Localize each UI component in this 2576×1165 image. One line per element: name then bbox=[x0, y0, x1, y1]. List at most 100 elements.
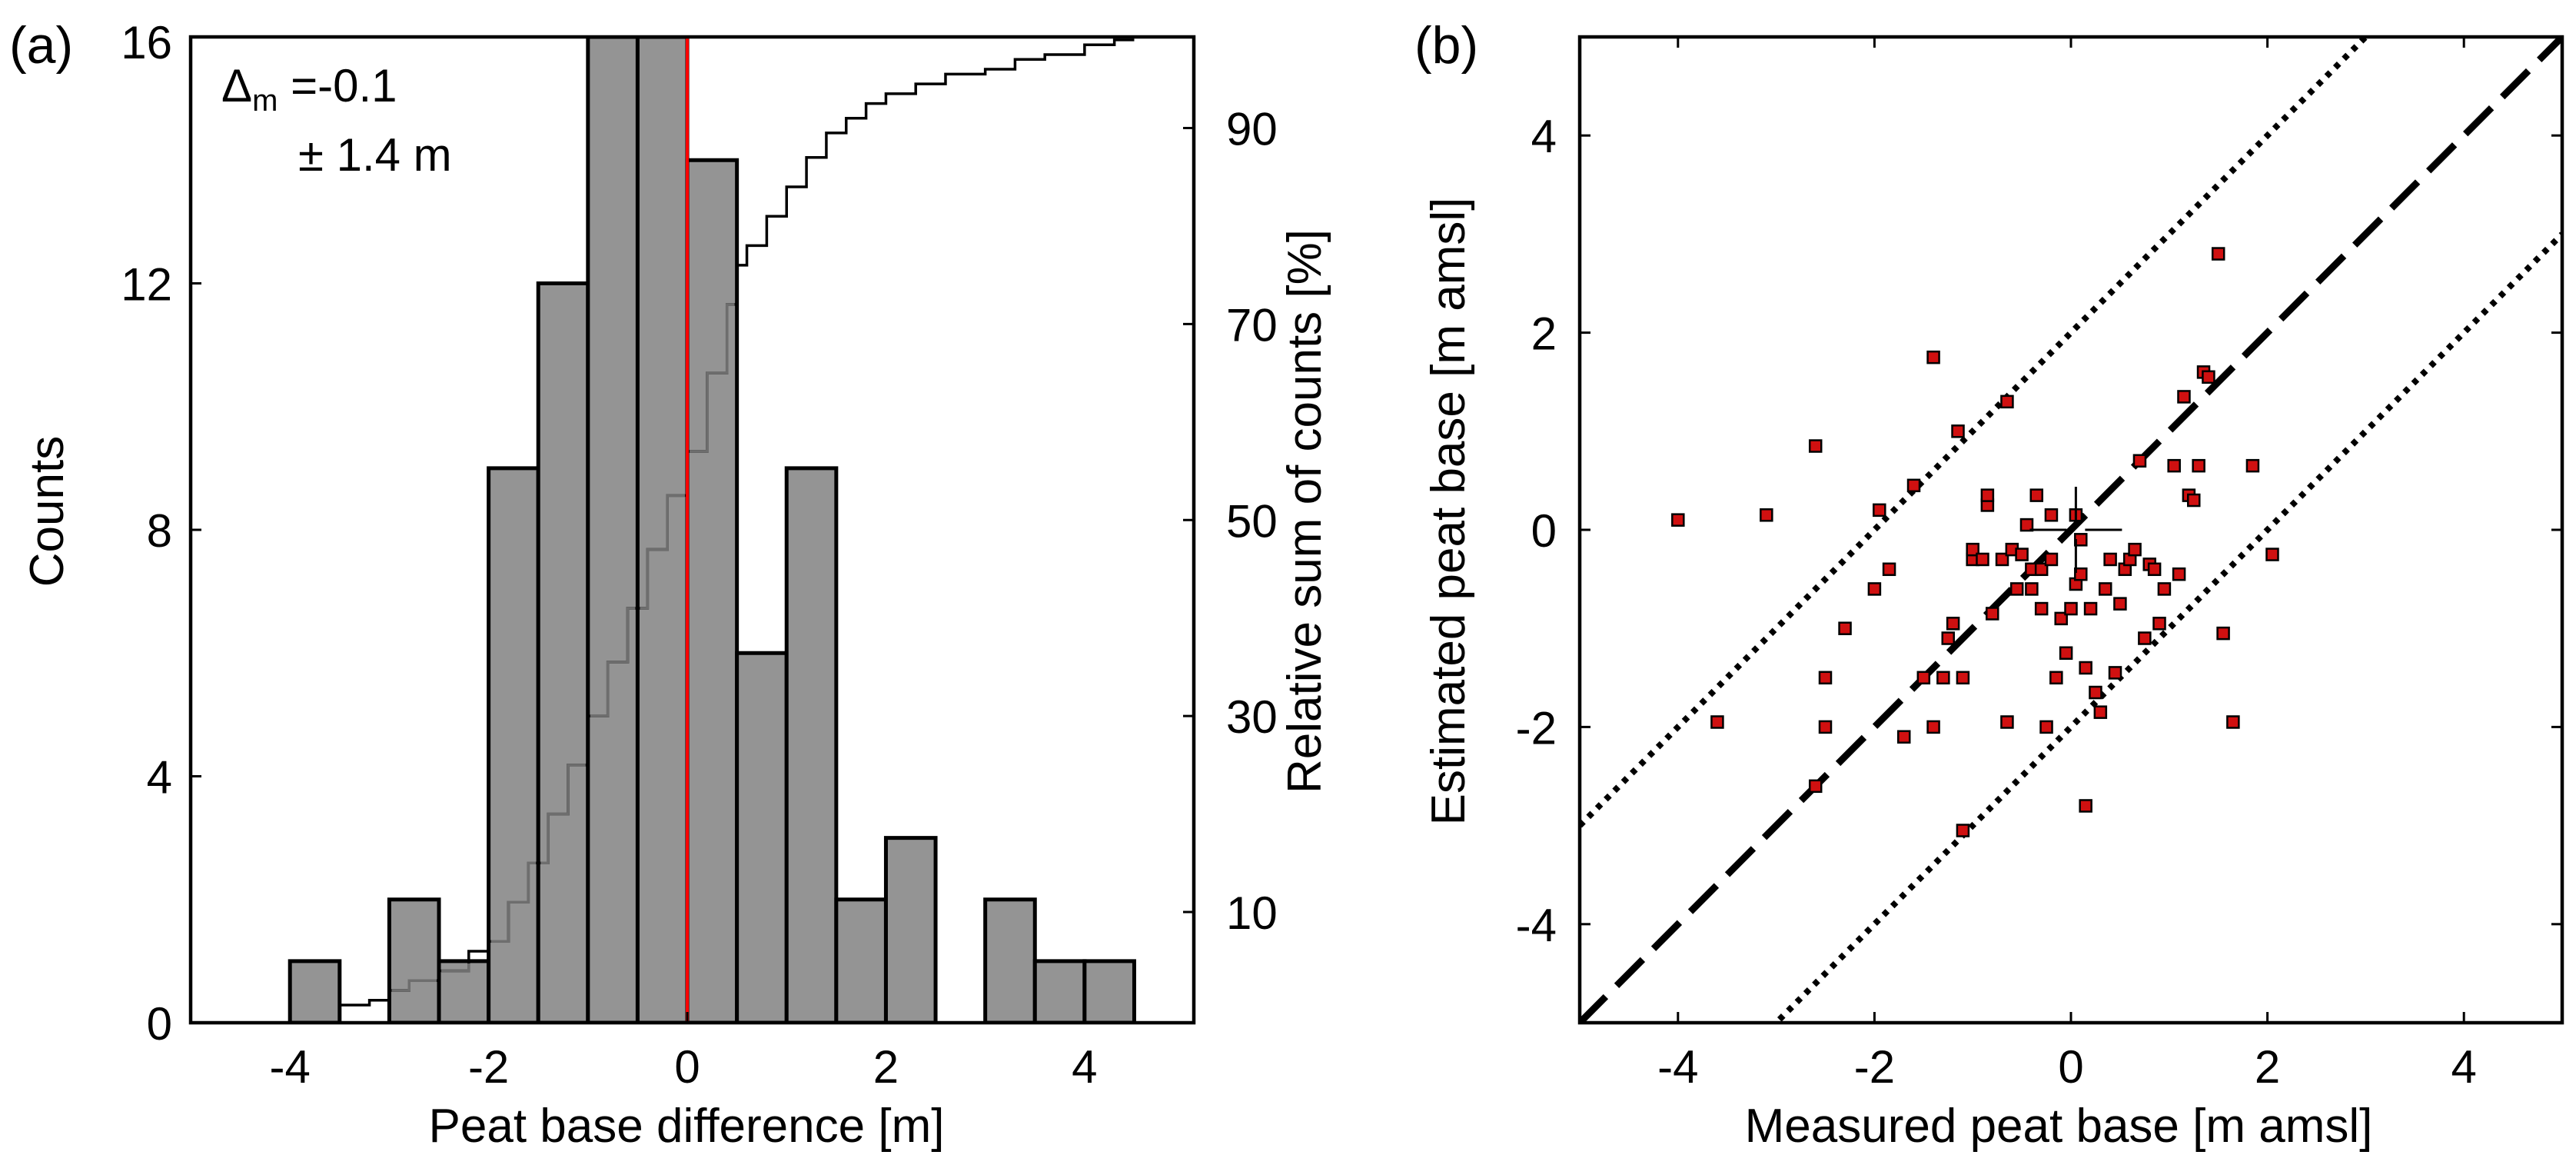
scatter-point bbox=[2157, 582, 2172, 596]
scatter-point bbox=[1671, 513, 1685, 527]
scatter-point bbox=[2044, 508, 2059, 522]
lower-bound-line bbox=[1771, 231, 2562, 1023]
scatter-point bbox=[2000, 715, 2014, 729]
scatter-point bbox=[2098, 582, 2112, 596]
y2-tick-label-a: 10 bbox=[1226, 887, 1278, 939]
scatter-point bbox=[2093, 705, 2108, 719]
scatter-point bbox=[1980, 488, 1995, 502]
histogram-bar bbox=[685, 158, 740, 1023]
scatter-point bbox=[1808, 779, 1823, 794]
scatter-point bbox=[2015, 548, 2029, 561]
scatter-point bbox=[2265, 548, 2279, 561]
scatter-point bbox=[2083, 601, 2098, 616]
scatter-point bbox=[2064, 601, 2078, 616]
mean-difference-value: =-0.1 bbox=[278, 60, 397, 112]
histogram-bar bbox=[635, 37, 690, 1023]
histogram-bar bbox=[487, 466, 540, 1023]
scatter-point bbox=[2216, 626, 2230, 641]
stat-annotation-line2: ± 1.4 m bbox=[298, 129, 452, 181]
x-axis-label-b: Measured peat base [m amsl] bbox=[1745, 1100, 2373, 1153]
scatter-point bbox=[1873, 503, 1886, 518]
x-tick-label-b: 2 bbox=[2255, 1041, 2280, 1093]
x-tick-label-a: 2 bbox=[873, 1041, 899, 1093]
y-axis-label-a: Counts bbox=[21, 436, 74, 587]
scatter-point bbox=[2029, 488, 2044, 502]
histogram-bar bbox=[983, 897, 1037, 1023]
y2-tick-label-a: 70 bbox=[1226, 299, 1278, 351]
reference-lines bbox=[1580, 37, 2562, 1023]
scatter-point bbox=[2202, 370, 2215, 384]
scatter-point bbox=[1760, 508, 1773, 522]
scatter-point bbox=[2152, 617, 2166, 631]
scatter-point bbox=[2187, 493, 2201, 508]
scatter-point bbox=[2177, 390, 2191, 404]
panel-b-label: (b) bbox=[1414, 16, 1478, 75]
axis-ticks-b bbox=[1580, 37, 2562, 1023]
scatter-point bbox=[2132, 454, 2147, 468]
scatter-point bbox=[2138, 631, 2152, 645]
scatter-point bbox=[1995, 552, 2009, 567]
y-tick-labels-a: 0 4 8 12 16 bbox=[121, 17, 172, 1050]
y2-tick-labels-a: 10 30 50 70 90 bbox=[1226, 104, 1278, 939]
scatter-point bbox=[1941, 631, 1955, 645]
crosshair-marker bbox=[2029, 487, 2122, 573]
scatter-point bbox=[2147, 562, 2162, 577]
scatter-point bbox=[1896, 730, 1911, 744]
panel-a-label: (a) bbox=[9, 16, 73, 75]
histogram-bar bbox=[735, 651, 789, 1023]
histogram-bar bbox=[536, 281, 590, 1023]
scatter-point bbox=[2103, 552, 2117, 567]
y-tick-label-b: 4 bbox=[1531, 111, 1557, 162]
x-tick-labels-b: -4 -2 0 2 4 bbox=[1657, 1041, 2477, 1093]
y-tick-label-b: -2 bbox=[1516, 702, 1557, 754]
scatter-point bbox=[2059, 646, 2073, 660]
x-tick-label-a: 0 bbox=[674, 1041, 700, 1093]
scatter-point bbox=[1926, 720, 1940, 734]
delta-subscript: m bbox=[252, 84, 278, 118]
scatter-point bbox=[2108, 666, 2122, 680]
y2-axis-label-a: Relative sum of counts [%] bbox=[1278, 229, 1331, 794]
scatter-point bbox=[2113, 597, 2127, 611]
scatter-point bbox=[2245, 458, 2260, 473]
histogram-bar bbox=[784, 466, 839, 1023]
scatter-points bbox=[1671, 247, 2279, 837]
axis-ticks-a bbox=[191, 35, 1194, 1024]
x-tick-label-b: -2 bbox=[1854, 1041, 1895, 1093]
x-tick-label-a: -4 bbox=[270, 1041, 311, 1093]
scatter-point bbox=[2009, 582, 2024, 596]
scatter-point bbox=[2128, 542, 2142, 557]
scatter-point bbox=[2034, 601, 2049, 616]
scatter-point bbox=[2079, 799, 2092, 813]
histogram-bar bbox=[1032, 959, 1087, 1023]
y-tick-label-b: -4 bbox=[1516, 900, 1557, 951]
scatter-point bbox=[1916, 671, 1931, 685]
y-axis-label-b: Estimated peat base [m amsl] bbox=[1422, 198, 1475, 826]
scatter-point bbox=[2049, 671, 2063, 685]
scatter-point bbox=[1867, 582, 1882, 596]
y2-tick-label-a: 30 bbox=[1226, 691, 1278, 743]
y-tick-label-b: 0 bbox=[1531, 505, 1557, 557]
scatter-point bbox=[1976, 552, 1989, 567]
y-tick-label-a: 16 bbox=[121, 17, 172, 68]
y-tick-label-a: 4 bbox=[147, 752, 172, 804]
scatter-point bbox=[2089, 685, 2102, 700]
scatter-point bbox=[1882, 562, 1896, 577]
scatter-point bbox=[2074, 567, 2088, 581]
scatter-point bbox=[1818, 671, 1833, 685]
y-tick-label-a: 8 bbox=[147, 505, 172, 557]
scatter-point bbox=[1951, 424, 1965, 438]
scatter-point bbox=[2226, 715, 2240, 729]
x-tick-label-a: -2 bbox=[468, 1041, 509, 1093]
scatter-point bbox=[1838, 621, 1852, 635]
x-tick-labels-a: -4 -2 0 2 4 bbox=[270, 1041, 1098, 1093]
scatter-point bbox=[1926, 350, 1940, 364]
scatter-point bbox=[1986, 607, 1999, 621]
y-tick-labels-b: -4 -2 0 2 4 bbox=[1516, 111, 1557, 951]
y-tick-label-b: 2 bbox=[1531, 308, 1557, 360]
stat-annotation-line1: Δm =-0.1 bbox=[221, 60, 397, 118]
scatter-point bbox=[1956, 671, 1970, 685]
y-tick-label-a: 12 bbox=[121, 259, 172, 311]
scatter-point bbox=[1946, 617, 1960, 631]
x-axis-label-a: Peat base difference [m] bbox=[429, 1100, 945, 1153]
